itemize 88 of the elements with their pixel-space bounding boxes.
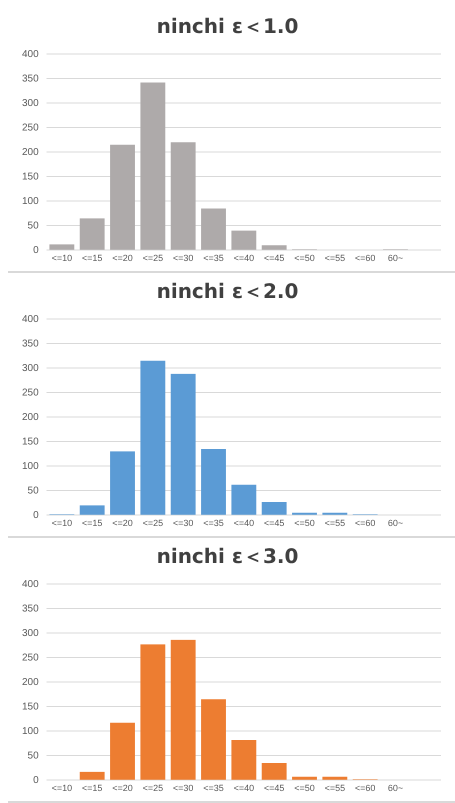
x-tick-label: <=15 <box>82 253 102 264</box>
y-tick-label: 0 <box>33 510 40 521</box>
bar <box>170 640 196 780</box>
bar <box>262 502 287 515</box>
bar <box>231 230 256 250</box>
x-tick-label: <=35 <box>203 518 224 528</box>
x-tick-label: <=25 <box>142 518 164 528</box>
y-tick-label: 100 <box>22 726 40 737</box>
y-tick-label: 150 <box>22 171 40 182</box>
x-tick-label: <=20 <box>112 783 133 794</box>
x-tick-label: <=45 <box>264 253 284 264</box>
y-tick-label: 400 <box>22 48 40 60</box>
y-tick-label: 300 <box>22 628 40 639</box>
bar <box>80 772 105 780</box>
x-tick-label: <=15 <box>82 783 102 794</box>
bar <box>110 144 135 250</box>
y-tick-label: 50 <box>28 750 40 762</box>
bar <box>262 763 287 780</box>
bar <box>140 360 166 515</box>
bar <box>170 142 196 250</box>
x-tick-label: <=35 <box>203 783 224 794</box>
x-tick-label: <=20 <box>112 518 133 528</box>
y-tick-label: 200 <box>22 412 40 423</box>
x-tick-label: <=40 <box>234 253 254 264</box>
y-tick-label: 200 <box>22 146 40 158</box>
bar <box>201 699 226 780</box>
x-tick-label: <=10 <box>52 783 72 794</box>
y-tick-label: 100 <box>22 196 40 207</box>
x-tick-label: <=30 <box>172 518 194 528</box>
x-tick-label: <=55 <box>324 518 346 528</box>
y-tick-label: 250 <box>22 122 40 134</box>
bar <box>201 208 226 250</box>
y-tick-label: 250 <box>22 387 40 398</box>
y-tick-label: 300 <box>22 98 40 109</box>
bar <box>80 218 105 250</box>
y-tick-label: 50 <box>28 220 40 232</box>
bar <box>262 245 287 250</box>
x-tick-label: <=25 <box>142 783 164 794</box>
x-tick-label: <=30 <box>172 783 194 794</box>
x-tick-label: <=25 <box>142 253 164 264</box>
x-tick-label: <=10 <box>52 518 72 528</box>
x-tick-label: <=40 <box>234 783 254 794</box>
y-tick-label: 150 <box>22 701 40 712</box>
x-tick-label: <=50 <box>294 518 315 528</box>
x-tick-label: <=45 <box>264 518 284 528</box>
bar <box>110 451 135 515</box>
x-tick-label: <=45 <box>264 783 284 794</box>
y-tick-label: 0 <box>33 244 40 256</box>
bar <box>110 722 135 780</box>
x-tick-label: 60~ <box>388 783 404 794</box>
x-tick-label: <=35 <box>203 253 224 264</box>
y-tick-label: 400 <box>22 578 40 590</box>
y-tick-label: 350 <box>22 338 40 350</box>
x-tick-label: <=55 <box>324 253 346 264</box>
x-tick-label: <=60 <box>354 518 376 528</box>
x-tick-label: <=60 <box>354 783 376 794</box>
x-tick-label: <=30 <box>172 253 194 264</box>
y-tick-label: 400 <box>22 314 40 325</box>
x-tick-label: 60~ <box>388 253 404 264</box>
y-tick-label: 100 <box>22 460 40 472</box>
x-tick-label: <=50 <box>294 783 315 794</box>
x-tick-label: <=50 <box>294 253 315 264</box>
bar <box>231 484 256 515</box>
y-tick-label: 300 <box>22 362 40 374</box>
y-tick-label: 350 <box>22 73 40 84</box>
bar <box>170 374 196 515</box>
y-tick-label: 50 <box>28 485 40 496</box>
x-tick-label: <=60 <box>354 253 376 264</box>
x-tick-label: <=40 <box>234 518 254 528</box>
chart-title: ninchi ε＜3.0 <box>156 544 298 568</box>
x-tick-label: <=15 <box>82 518 102 528</box>
x-tick-label: <=20 <box>112 253 133 264</box>
y-tick-label: 250 <box>22 652 40 664</box>
x-tick-label: <=55 <box>324 783 346 794</box>
bar <box>140 644 166 780</box>
x-tick-label: 60~ <box>388 518 404 528</box>
chart-title: ninchi ε＜2.0 <box>156 279 298 304</box>
y-tick-label: 150 <box>22 436 40 448</box>
y-tick-label: 200 <box>22 676 40 688</box>
x-tick-label: <=10 <box>52 253 72 264</box>
y-tick-label: 350 <box>22 603 40 614</box>
bar <box>201 448 226 515</box>
chart-title: ninchi ε＜1.0 <box>156 14 298 38</box>
bar <box>49 244 74 250</box>
bar <box>80 505 105 515</box>
y-tick-label: 0 <box>33 774 40 786</box>
bar <box>140 82 166 250</box>
bar <box>231 740 256 780</box>
